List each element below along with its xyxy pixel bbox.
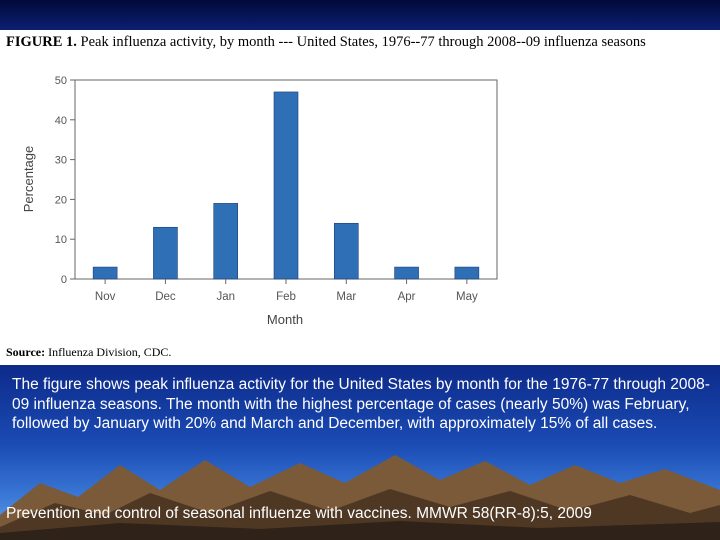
- source-text: Influenza Division, CDC.: [45, 345, 172, 359]
- y-tick-label: 40: [55, 115, 67, 127]
- source-label: Source:: [6, 345, 46, 359]
- bar-nov: [92, 266, 118, 280]
- header-band: [0, 0, 720, 30]
- y-tick-label: 20: [55, 194, 67, 206]
- x-tick-label: May: [456, 291, 478, 303]
- figure-panel: FIGURE 1. Peak influenza activity, by mo…: [0, 30, 720, 365]
- citation-text: Prevention and control of seasonal influ…: [6, 505, 592, 522]
- bar-may: [454, 266, 480, 280]
- figure-title-text: Peak influenza activity, by month --- Un…: [76, 34, 646, 50]
- x-tick-label: Nov: [95, 291, 116, 303]
- description-text: The figure shows peak influenza activity…: [12, 376, 710, 432]
- x-axis-label: Month: [267, 312, 303, 327]
- bar-feb: [273, 91, 299, 280]
- x-tick-label: Mar: [336, 291, 356, 303]
- y-tick-label: 10: [55, 234, 67, 246]
- x-tick-label: Jan: [216, 291, 235, 303]
- y-axis-label: Percentage: [21, 146, 36, 213]
- x-axis: Nov Dec Jan Feb Mar Apr May: [95, 279, 478, 303]
- bars: [92, 91, 480, 280]
- y-tick-label: 0: [61, 274, 67, 286]
- x-tick-label: Apr: [398, 291, 416, 303]
- figure-title-label: FIGURE 1.: [6, 34, 77, 50]
- x-tick-label: Dec: [155, 291, 176, 303]
- figure-source: Source: Influenza Division, CDC.: [6, 345, 171, 360]
- bar-apr: [394, 266, 419, 280]
- mountain-backdrop: [0, 455, 720, 540]
- bar-mar: [333, 222, 359, 280]
- description-panel: The figure shows peak influenza activity…: [0, 365, 720, 540]
- figure-title: FIGURE 1. Peak influenza activity, by mo…: [6, 34, 646, 51]
- bar-chart: 0 10 20 30 40 50 Nov Dec Jan Feb Mar Apr May Percen…: [21, 75, 498, 327]
- y-tick-label: 50: [55, 75, 67, 87]
- y-axis: 0 10 20 30 40 50: [55, 75, 75, 286]
- x-tick-label: Feb: [276, 291, 296, 303]
- bar-dec: [153, 226, 178, 280]
- y-tick-label: 30: [55, 155, 67, 167]
- bar-jan: [213, 203, 239, 280]
